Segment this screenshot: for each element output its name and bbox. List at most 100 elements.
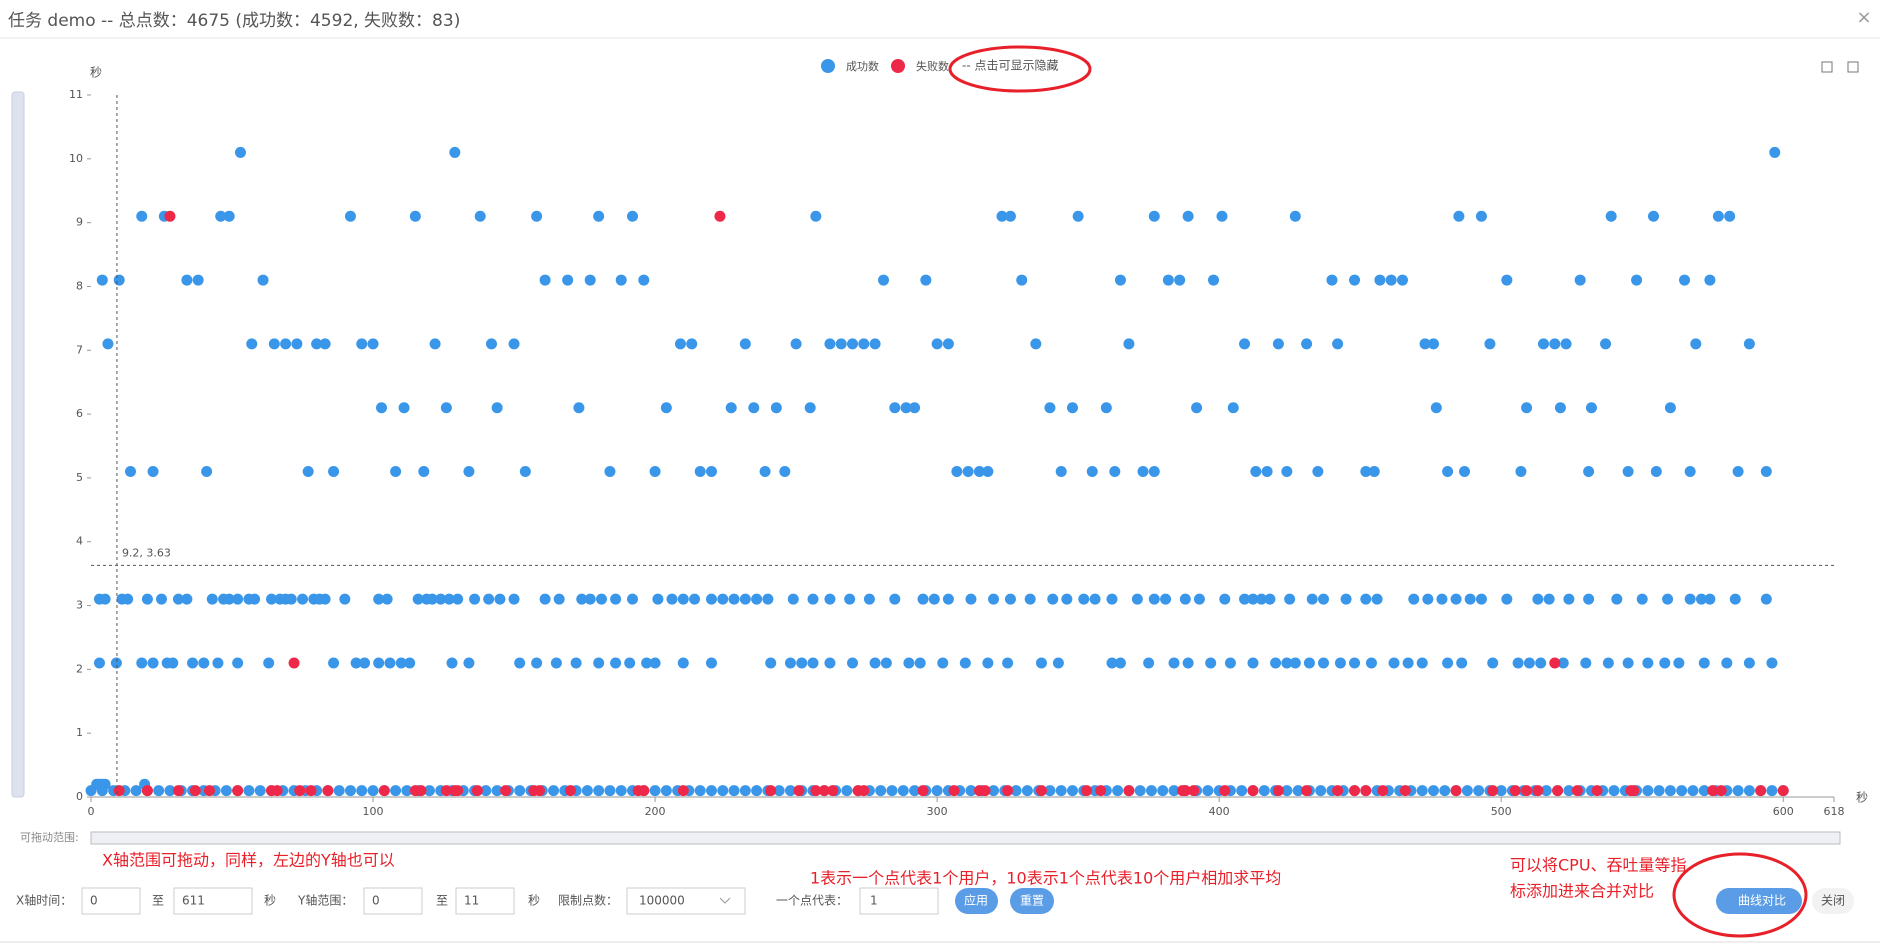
reset-zoom-icon[interactable]: [1847, 61, 1859, 73]
point: [824, 593, 836, 605]
point: [409, 210, 421, 222]
point: [1258, 785, 1270, 797]
point: [1168, 657, 1180, 669]
point: [1044, 402, 1056, 414]
point: [198, 657, 210, 669]
point: [124, 466, 136, 478]
point: [122, 593, 134, 605]
point: [288, 657, 300, 669]
compare-button[interactable]: [1716, 888, 1802, 914]
y-tick-label: 5: [76, 471, 83, 484]
point: [85, 785, 97, 797]
point: [1301, 785, 1313, 797]
zoom-icon[interactable]: [1821, 61, 1833, 73]
point: [1095, 785, 1107, 797]
point: [519, 466, 531, 478]
point: [858, 338, 870, 350]
point: [1399, 785, 1411, 797]
input[interactable]: [363, 887, 423, 915]
point: [728, 593, 740, 605]
point: [243, 785, 255, 797]
point: [1439, 785, 1451, 797]
point: [1698, 657, 1710, 669]
point: [1724, 210, 1736, 222]
point: [1182, 657, 1194, 669]
point: [1777, 785, 1789, 797]
point: [110, 657, 122, 669]
point: [384, 657, 396, 669]
point: [1676, 785, 1688, 797]
point: [739, 593, 751, 605]
legend-marker[interactable]: [821, 59, 835, 73]
point: [973, 466, 985, 478]
point: [1475, 210, 1487, 222]
point: [373, 593, 385, 605]
point: [1456, 657, 1468, 669]
point: [1264, 593, 1276, 605]
close-icon[interactable]: ×: [1856, 7, 1871, 28]
label: 一个点代表：: [776, 894, 848, 908]
point: [1487, 657, 1499, 669]
label: 秒: [264, 894, 276, 908]
point: [234, 146, 246, 158]
y-range-slider[interactable]: [11, 91, 25, 798]
point: [931, 338, 943, 350]
point: [1521, 402, 1533, 414]
legend-marker[interactable]: [891, 59, 905, 73]
point: [1642, 785, 1654, 797]
point: [1137, 466, 1149, 478]
input[interactable]: [81, 887, 141, 915]
select[interactable]: [626, 887, 746, 915]
point: [584, 274, 596, 286]
point: [1428, 785, 1440, 797]
point: [705, 657, 717, 669]
y-unit: 秒: [90, 66, 102, 80]
point: [1109, 466, 1121, 478]
point: [677, 593, 689, 605]
point: [373, 657, 385, 669]
x-range-slider[interactable]: [90, 831, 1841, 845]
point: [491, 785, 503, 797]
reset-button[interactable]: [1010, 888, 1054, 914]
point: [302, 466, 314, 478]
point: [909, 785, 921, 797]
point: [1388, 657, 1400, 669]
point: [1089, 593, 1101, 605]
point: [291, 338, 303, 350]
input[interactable]: [455, 887, 515, 915]
point: [674, 338, 686, 350]
point: [1549, 338, 1561, 350]
point: [988, 785, 1000, 797]
point: [514, 785, 526, 797]
point: [807, 593, 819, 605]
close-button[interactable]: [1812, 888, 1854, 914]
input[interactable]: [859, 887, 939, 915]
point: [500, 785, 512, 797]
point: [257, 274, 269, 286]
point: [333, 785, 345, 797]
point: [147, 466, 159, 478]
point: [1461, 785, 1473, 797]
point: [1024, 593, 1036, 605]
apply-button[interactable]: [955, 888, 998, 914]
point: [1066, 785, 1078, 797]
point: [1664, 785, 1676, 797]
x-tick-label: 500: [1491, 805, 1512, 818]
point: [677, 657, 689, 669]
point: [1647, 210, 1659, 222]
point: [1148, 466, 1160, 478]
point: [705, 593, 717, 605]
point: [1250, 466, 1262, 478]
point: [1334, 657, 1346, 669]
input[interactable]: [173, 887, 253, 915]
y-tick-label: 1: [76, 726, 83, 739]
point: [172, 593, 184, 605]
slider-label: 可拖动范围:: [20, 830, 79, 844]
point: [1538, 338, 1549, 350]
point: [584, 593, 596, 605]
point: [147, 657, 159, 669]
point: [395, 657, 407, 669]
point: [660, 785, 672, 797]
point: [1622, 466, 1634, 478]
input-value: 611: [182, 894, 205, 908]
